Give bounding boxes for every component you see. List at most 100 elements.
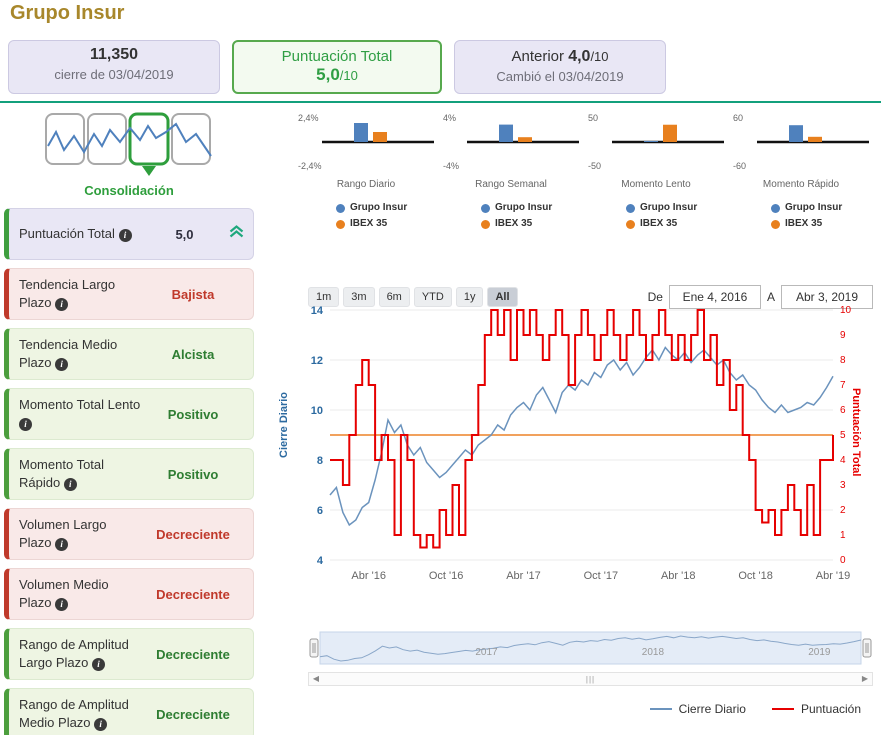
legend-dot-icon [771,219,780,229]
svg-text:7: 7 [840,380,846,391]
svg-text:10: 10 [840,305,852,316]
range-button-ytd[interactable]: YTD [413,287,452,307]
info-icon[interactable]: i [55,358,69,371]
indicator-value: Alcista [171,346,215,362]
mini-legend-item: Grupo Insur [771,200,871,216]
mini-legend-item: Grupo Insur [336,200,436,216]
indicator-rango-de-amplitud-largo-plazo: Rango de Amplitud Largo Plazo i Decrecien… [4,628,254,680]
mini-chart-legend: Grupo Insur IBEX 35 [481,200,581,232]
svg-text:12: 12 [311,355,323,367]
indicator-value: Decreciente [156,706,230,722]
indicator-value: Positivo [167,466,219,482]
indicator-label: Puntuación Total i [19,225,141,243]
previous-score-card: Anterior 4,0/10 Cambió el 03/04/2019 [454,40,666,94]
svg-text:4: 4 [840,455,846,466]
price-card: 11,350 cierre de 03/04/2019 [8,40,220,94]
date-to-input[interactable] [781,285,873,309]
svg-text:4%: 4% [443,113,456,123]
legend-item-cierre-diario[interactable]: Cierre Diario [649,702,746,716]
legend-dot-icon [626,203,635,213]
indicator-list: Puntuación Total i 5,0 Tendencia Largo Pla… [4,208,254,735]
mini-legend-item: IBEX 35 [626,216,726,232]
mini-chart-legend: Grupo Insur IBEX 35 [626,200,726,232]
scroll-grip-icon[interactable]: ||| [585,675,596,684]
svg-text:-2,4%: -2,4% [298,161,322,171]
mini-chart-momento-lento: 50 -50 Momento Lento Grupo Insur IBEX 35 [586,108,726,232]
svg-text:6: 6 [840,405,846,416]
svg-text:9: 9 [840,330,846,341]
svg-text:2019: 2019 [808,647,831,658]
svg-text:8: 8 [840,355,846,366]
scroll-track[interactable]: ||| [323,673,858,685]
info-icon[interactable]: i [94,718,108,731]
legend-dot-icon [481,219,490,229]
mini-chart-momento-rapido: 60 -60 Momento Rápido Grupo Insur IBEX 35 [731,108,871,232]
svg-text:10: 10 [311,405,323,417]
info-icon[interactable]: i [92,658,105,671]
range-button-6m[interactable]: 6m [378,287,410,307]
svg-text:Abr '16: Abr '16 [351,570,386,582]
indicator-label: Momento Total Lento i [19,397,141,431]
svg-text:0: 0 [840,555,846,566]
info-icon[interactable]: i [55,298,69,311]
legend-dot-icon [771,203,780,213]
mini-chart-title: Rango Semanal [475,179,547,190]
svg-text:1: 1 [840,530,846,541]
info-icon[interactable]: i [19,418,32,431]
date-to-label: A [766,290,775,304]
date-range-controls: De A [648,285,873,309]
score-card-label: Puntuación Total [281,48,393,65]
info-icon[interactable]: i [55,538,69,551]
info-icon[interactable]: i [55,598,69,611]
svg-text:Oct '18: Oct '18 [738,570,773,582]
date-from-label: De [647,290,663,304]
chart-navigator[interactable]: 2017 2018 2019 [308,630,873,675]
legend-dot-icon [336,219,345,229]
svg-text:2017: 2017 [475,647,498,658]
mini-legend-item: IBEX 35 [481,216,581,232]
mini-legend-label: Grupo Insur [350,202,408,213]
market-phase-label: Consolidación [84,183,174,198]
legend-line-icon [771,708,794,710]
svg-text:3: 3 [840,480,846,491]
chart-scrollbar[interactable]: ◀ ||| ▶ [308,672,873,686]
indicator-tendencia-medio-plazo: Tendencia Medio Plazo i Alcista [4,328,254,380]
svg-text:8: 8 [317,455,323,467]
scroll-right-arrow[interactable]: ▶ [861,674,869,683]
range-button-1y[interactable]: 1y [455,287,484,307]
svg-text:Oct '16: Oct '16 [429,570,464,582]
mini-chart-rango-semanal: 4% -4% Rango Semanal Grupo Insur IBEX 35 [441,108,581,232]
svg-text:60: 60 [733,113,743,123]
chart-legend: Cierre Diario Puntuación [649,702,861,716]
mini-legend-label: IBEX 35 [495,218,533,229]
section-divider [0,101,881,103]
range-button-all[interactable]: All [487,287,518,307]
legend-dot-icon [626,219,635,229]
legend-dot-icon [336,203,345,213]
indicator-tendencia-largo-plazo: Tendencia Largo Plazo i Bajista [4,268,254,320]
info-icon[interactable]: i [118,229,132,243]
scroll-left-arrow[interactable]: ◀ [312,674,320,683]
svg-text:50: 50 [588,113,598,123]
range-button-1m[interactable]: 1m [308,287,340,307]
info-icon[interactable]: i [63,478,77,491]
market-phase-widget: Consolidación [4,106,254,208]
indicator-label: Rango de Amplitud Largo Plazo i [19,637,129,671]
indicator-rango-de-amplitud-medio-plazo: Rango de Amplitud Medio Plazo i Decrecien… [4,688,254,735]
svg-text:-50: -50 [588,161,601,171]
mini-legend-label: Grupo Insur [495,202,553,213]
svg-text:-60: -60 [733,161,746,171]
left-axis-title: Cierre Diario [278,391,290,458]
legend-label: Cierre Diario [678,702,746,716]
mini-legend-item: Grupo Insur [626,200,726,216]
indicator-label: Tendencia Medio Plazo i [19,337,118,371]
close-price: 11,350 [89,46,139,63]
range-button-3m[interactable]: 3m [343,287,375,307]
indicator-momento-total-lento: Momento Total Lento i Positivo [4,388,254,440]
legend-item-puntuacion[interactable]: Puntuación [771,702,861,716]
legend-dot-icon [481,203,490,213]
svg-text:14: 14 [311,305,324,317]
date-from-input[interactable] [668,285,761,309]
price-score-chart: 4 6 8 10 12 14 0 1 2 3 4 5 6 7 8 9 10 Abr '16 Oct '16 Abr '… [298,304,873,595]
